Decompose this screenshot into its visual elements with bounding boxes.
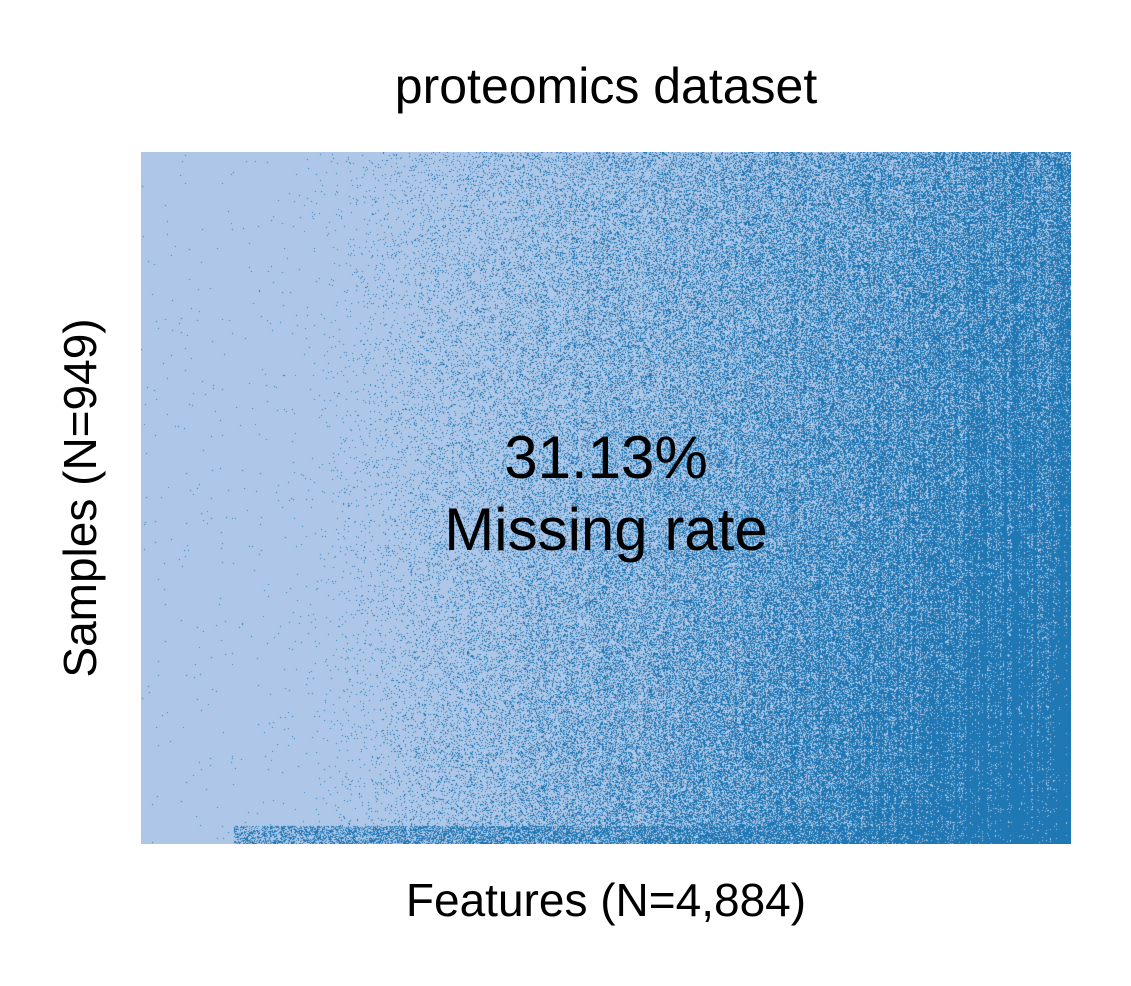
- chart-title: proteomics dataset: [394, 58, 818, 114]
- missingness-heatmap-canvas: [141, 152, 1071, 844]
- y-axis-label: Samples (N=949): [54, 318, 106, 678]
- missingness-heatmap: [141, 152, 1071, 844]
- x-axis-label: Features (N=4,884): [405, 874, 807, 926]
